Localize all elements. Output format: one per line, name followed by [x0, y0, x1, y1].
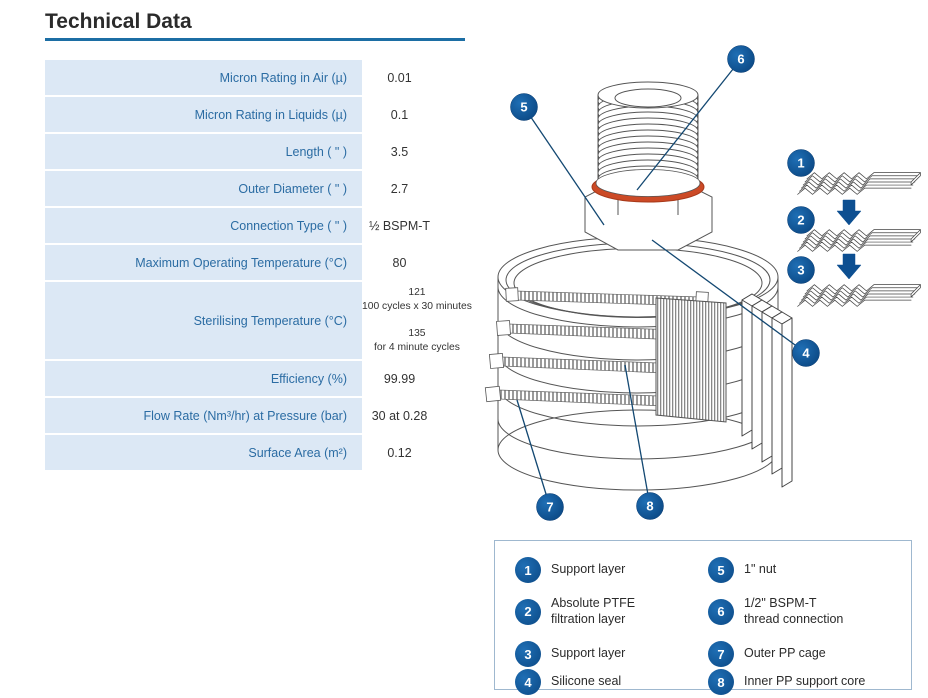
svg-text:8: 8	[646, 499, 653, 514]
svg-text:2: 2	[797, 213, 804, 228]
svg-text:1: 1	[797, 156, 804, 171]
svg-text:6: 6	[737, 52, 744, 67]
svg-text:3: 3	[797, 263, 804, 278]
svg-text:4: 4	[802, 346, 810, 361]
svg-text:7: 7	[546, 500, 553, 515]
svg-text:5: 5	[520, 100, 527, 115]
